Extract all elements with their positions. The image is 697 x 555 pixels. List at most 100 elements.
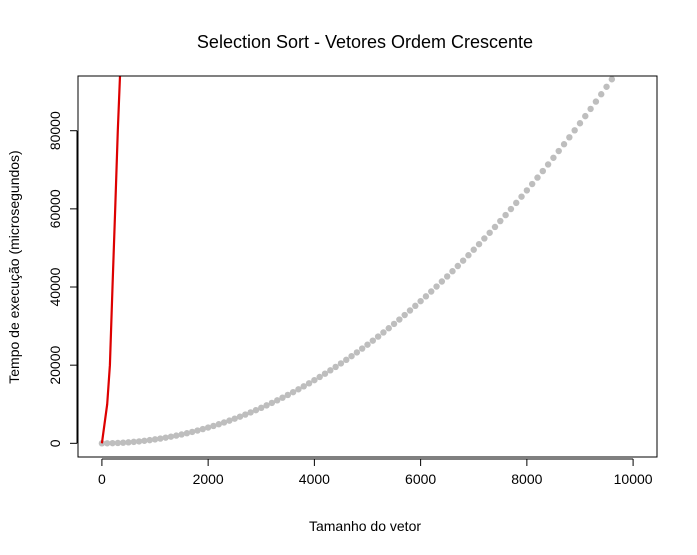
- data-point: [608, 76, 616, 83]
- data-point: [114, 439, 122, 447]
- data-point: [560, 141, 568, 148]
- data-point: [119, 439, 127, 446]
- data-point: [231, 415, 238, 422]
- y-tick-label: 20000: [47, 345, 63, 384]
- data-point: [300, 383, 307, 390]
- data-point: [199, 425, 207, 433]
- data-point: [178, 431, 185, 438]
- data-point: [242, 411, 249, 418]
- data-point: [513, 199, 520, 207]
- data-point: [412, 302, 419, 310]
- data-point: [226, 417, 233, 424]
- data-point: [98, 440, 106, 447]
- data-point: [459, 257, 467, 264]
- data-point: [518, 193, 525, 200]
- data-point: [438, 278, 446, 285]
- data-point: [125, 439, 132, 446]
- data-point: [321, 370, 329, 377]
- data-point: [273, 397, 281, 404]
- data-point: [332, 363, 339, 371]
- data-point: [428, 288, 435, 295]
- y-axis: 0 20000 40000 60000 80000: [47, 111, 78, 447]
- data-point: [443, 273, 451, 280]
- data-point: [369, 337, 377, 344]
- data-point: [470, 246, 477, 253]
- x-tick-label: 8000: [511, 471, 542, 487]
- data-point: [528, 180, 536, 188]
- data-point: [491, 223, 499, 231]
- data-point: [157, 435, 164, 442]
- y-tick-label: 60000: [47, 189, 63, 228]
- data-point: [220, 419, 228, 426]
- data-point: [343, 356, 350, 364]
- plot-area: [98, 76, 616, 447]
- data-point: [268, 399, 276, 407]
- data-point: [194, 427, 201, 434]
- data-point: [374, 333, 382, 340]
- data-point: [167, 433, 175, 440]
- data-point: [358, 345, 366, 352]
- data-point: [587, 105, 594, 113]
- x-axis: 0 2000 4000 6000 8000 10000: [98, 458, 653, 487]
- data-point: [598, 91, 605, 98]
- data-point: [284, 391, 292, 399]
- data-point: [146, 436, 153, 444]
- data-point: [295, 386, 302, 393]
- data-point: [353, 349, 361, 356]
- data-point: [279, 394, 286, 401]
- data-point: [173, 432, 180, 439]
- data-point: [130, 438, 137, 446]
- data-point: [576, 120, 584, 127]
- data-point: [449, 268, 456, 275]
- plot-frame: [77, 75, 658, 458]
- data-point: [603, 83, 610, 90]
- data-point: [555, 147, 562, 155]
- series-line-referencia: [100, 76, 122, 444]
- series-medido: [98, 76, 616, 447]
- data-point: [189, 428, 196, 436]
- data-point: [289, 388, 297, 396]
- data-point: [550, 154, 557, 161]
- data-point: [141, 437, 148, 444]
- data-point: [481, 235, 488, 242]
- data-point: [422, 293, 430, 300]
- data-point: [151, 436, 159, 443]
- data-point: [544, 161, 552, 168]
- data-point: [582, 112, 589, 120]
- data-point: [502, 211, 509, 219]
- data-point: [162, 434, 169, 441]
- data-point: [337, 360, 345, 367]
- data-point: [475, 240, 483, 248]
- data-point: [523, 187, 531, 194]
- data-point: [183, 430, 191, 437]
- data-point: [385, 325, 392, 332]
- data-point: [390, 320, 398, 328]
- data-point: [210, 422, 217, 430]
- data-point: [433, 283, 440, 290]
- data-point: [204, 424, 212, 431]
- data-point: [417, 297, 424, 305]
- data-point: [364, 341, 371, 348]
- data-point: [135, 438, 143, 445]
- y-tick-label: 0: [47, 439, 63, 447]
- data-point: [327, 367, 334, 374]
- data-point: [497, 217, 504, 225]
- x-tick-label: 2000: [193, 471, 224, 487]
- data-point: [406, 307, 414, 314]
- y-axis-label: Tempo de execução (microsegundos): [6, 150, 22, 383]
- data-point: [305, 380, 313, 387]
- data-point: [380, 329, 387, 336]
- data-point: [247, 409, 254, 416]
- data-point: [454, 262, 462, 270]
- y-tick-label: 80000: [47, 111, 63, 150]
- data-point: [465, 252, 472, 259]
- y-tick-label: 40000: [47, 267, 63, 306]
- data-point: [311, 376, 318, 384]
- data-point: [258, 404, 265, 412]
- data-point: [571, 127, 578, 134]
- x-tick-label: 6000: [405, 471, 436, 487]
- data-point: [104, 440, 111, 447]
- x-tick-label: 4000: [299, 471, 330, 487]
